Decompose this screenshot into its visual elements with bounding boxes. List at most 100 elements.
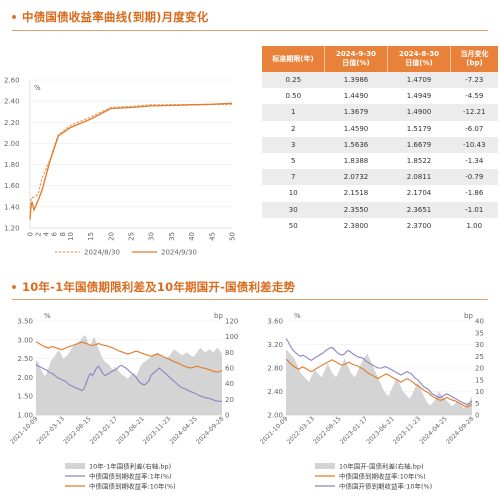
x-tick-label: 35 xyxy=(168,232,176,241)
legend-label-sep30: 2024/9/30 xyxy=(161,249,197,257)
x-tick-label: 40 xyxy=(188,232,196,241)
x-tick-label: 8 xyxy=(59,232,67,236)
y-tick-label: 1.50 xyxy=(17,393,33,401)
series-line-0 xyxy=(29,103,233,210)
yield-table-row: 3 1.5636 1.6679 -10.43 xyxy=(262,136,498,153)
y2-tick-label: 5 xyxy=(475,400,479,408)
y-tick-label: 1.00 xyxy=(17,412,33,420)
cell-sep30: 1.8388 xyxy=(324,152,388,170)
cell-aug30: 2.3700 xyxy=(387,217,451,234)
y2-tick-label: 10 xyxy=(475,388,484,396)
y-tick-label: 2.00 xyxy=(17,374,33,382)
x-tick-label: 2024-09-28 xyxy=(445,415,475,445)
y2-tick-label: 0 xyxy=(475,412,479,420)
cell-tenor: 1 xyxy=(262,104,325,121)
cell-change: -0.79 xyxy=(450,169,498,186)
cell-aug30: 1.4949 xyxy=(387,88,451,105)
y-unit-label: % xyxy=(34,84,41,92)
x-tick-label: 2024-09-28 xyxy=(195,415,225,445)
y-tick-label: 2.00 xyxy=(4,140,20,148)
series-line-2 xyxy=(285,338,473,405)
section2-title: 10年-1年国债期限利差及10年期国开-国债利差走势 xyxy=(22,280,296,294)
y2-tick-label: 30 xyxy=(475,341,484,349)
section1-title: 中债国债收益率曲线(到期)月度变化 xyxy=(22,10,209,24)
x-tick-label: 30 xyxy=(148,232,156,241)
y-unit-label: % xyxy=(294,312,301,320)
y-tick-label: 1.20 xyxy=(4,225,20,233)
cell-aug30: 1.5179 xyxy=(387,120,451,137)
x-tick-label: 4 xyxy=(43,231,51,236)
cell-tenor: 0.25 xyxy=(262,72,325,89)
cell-sep30: 1.3986 xyxy=(324,72,388,89)
cell-change: -1.34 xyxy=(450,152,498,170)
y2-tick-label: 80 xyxy=(225,349,234,357)
cell-change: -7.23 xyxy=(450,72,498,89)
cell-change: -12.21 xyxy=(450,104,498,121)
legend-label: 10年-1年国债利差(右轴,bp) xyxy=(89,462,171,471)
y2-tick-label: 40 xyxy=(475,318,484,326)
cell-aug30: 1.4709 xyxy=(387,72,451,89)
cell-change: -10.43 xyxy=(450,136,498,153)
cell-tenor: 50 xyxy=(262,217,325,234)
cell-sep30: 1.4590 xyxy=(324,120,388,137)
y2-tick-label: 0 xyxy=(225,412,229,420)
yield-curve-chart: 2.60 2.40 2.20 2.00 1.80 1.60 1.40 1.20% 0 2 4 6 8 10… xyxy=(4,77,237,257)
y2-tick-label: 15 xyxy=(475,376,484,384)
y-tick-label: 3.20 xyxy=(267,341,283,349)
y2-tick-label: 120 xyxy=(225,318,238,326)
cell-tenor: 5 xyxy=(262,152,325,170)
cell-tenor: 30 xyxy=(262,201,325,218)
series-area-0 xyxy=(36,335,222,415)
y2-unit-label: bp xyxy=(464,312,473,320)
y-tick-label: 3.00 xyxy=(17,336,33,344)
y2-tick-label: 20 xyxy=(475,365,484,373)
header-tenor: 标准期限(年) xyxy=(262,46,325,72)
series-line-2 xyxy=(35,341,223,373)
cell-sep30: 2.3800 xyxy=(324,217,388,234)
yield-table-row: 10 2.1518 2.1704 -1.86 xyxy=(262,185,498,202)
y-tick-label: 2.80 xyxy=(267,365,283,373)
yield-table-row: 5 1.8388 1.8522 -1.34 xyxy=(262,152,498,170)
y-tick-label: 3.50 xyxy=(17,318,33,326)
cell-aug30: 1.8522 xyxy=(387,152,451,170)
cell-tenor: 2 xyxy=(262,120,325,137)
x-tick-label: 50 xyxy=(229,232,237,241)
cell-tenor: 7 xyxy=(262,169,325,186)
y-tick-label: 2.40 xyxy=(4,98,20,106)
y-tick-label: 2.00 xyxy=(267,412,283,420)
legend-label: 中债国债到期收益率:10年(%) xyxy=(339,472,426,481)
y-tick-label: 3.60 xyxy=(267,318,283,326)
x-tick-label: 45 xyxy=(208,232,216,241)
yield-table-row: 2 1.4590 1.5179 -6.07 xyxy=(262,120,498,137)
cell-sep30: 2.3550 xyxy=(324,201,388,218)
cell-change: -4.59 xyxy=(450,88,498,105)
y-tick-label: 2.20 xyxy=(4,119,20,127)
section2-title-dot xyxy=(12,285,16,289)
cdb-spread-chart: 3.60 3.20 2.80 2.40 2.00 40 35 30 25 20 15 10 5 0% bp 2… xyxy=(259,312,484,491)
yield-table-row: 0.50 1.4490 1.4949 -4.59 xyxy=(262,88,498,105)
y-tick-label: 2.60 xyxy=(4,77,20,85)
series-line-1 xyxy=(35,363,223,403)
cell-aug30: 1.4900 xyxy=(387,104,451,121)
series-line-1 xyxy=(29,102,233,220)
yield-table-row: 1 1.3679 1.4900 -12.21 xyxy=(262,104,498,121)
yield-table-header-row: 标准期限(年) 2024-9-30 日值(%) 2024-8-30 日值(%) … xyxy=(262,46,498,72)
yield-table-row: 50 2.3800 2.3700 1.00 xyxy=(262,217,498,234)
series-line-1 xyxy=(285,358,473,408)
y2-tick-label: 60 xyxy=(225,365,234,373)
cell-change: 1.00 xyxy=(450,217,498,234)
cell-change: -1.86 xyxy=(450,185,498,202)
x-tick-label: 10 xyxy=(67,232,75,241)
cell-tenor: 3 xyxy=(262,136,325,153)
x-tick-label: 0 xyxy=(27,232,35,236)
y-unit-label: % xyxy=(44,312,51,320)
x-tick-label: 20 xyxy=(107,232,115,241)
y-tick-label: 1.60 xyxy=(4,182,20,190)
legend-label: 中债国债到期收益率:1年(%) xyxy=(89,472,172,481)
x-tick-label: 25 xyxy=(128,232,136,241)
legend-label: 中债国债到期收益率:10年(%) xyxy=(89,482,176,491)
header-sep30: 2024-9-30 日值(%) xyxy=(324,46,388,72)
y2-tick-label: 100 xyxy=(225,333,238,341)
x-tick-label: 2 xyxy=(35,232,43,236)
cell-tenor: 10 xyxy=(262,185,325,202)
